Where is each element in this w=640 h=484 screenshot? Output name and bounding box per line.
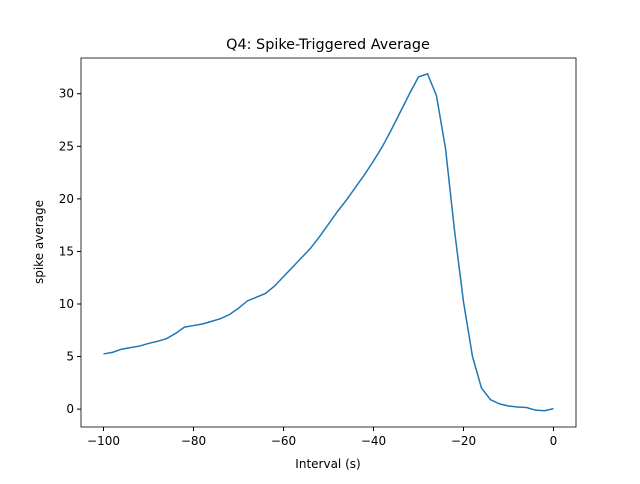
line [103, 72, 554, 412]
chart-title: Q4: Spike-Triggered Average [226, 37, 430, 53]
plot-frame [80, 57, 577, 428]
y-tick-label: 25 [59, 139, 74, 153]
x-tick-label: 0 [550, 434, 558, 448]
y-tick-label: 5 [66, 350, 74, 364]
x-tick-label: −40 [361, 434, 386, 448]
y-axis-label: spike average [32, 200, 46, 284]
y-tick-label: 10 [59, 297, 74, 311]
x-tick-label: −100 [87, 434, 120, 448]
y-tick-label: 30 [59, 87, 74, 101]
x-axis-label: Interval (s) [295, 457, 360, 471]
x-tick-label: −80 [181, 434, 206, 448]
y-tick-label: 0 [66, 402, 74, 416]
x-tick-label: −20 [451, 434, 476, 448]
y-tick-label: 15 [59, 244, 74, 258]
x-tick-label: −60 [271, 434, 296, 448]
y-tick-label: 20 [59, 192, 74, 206]
